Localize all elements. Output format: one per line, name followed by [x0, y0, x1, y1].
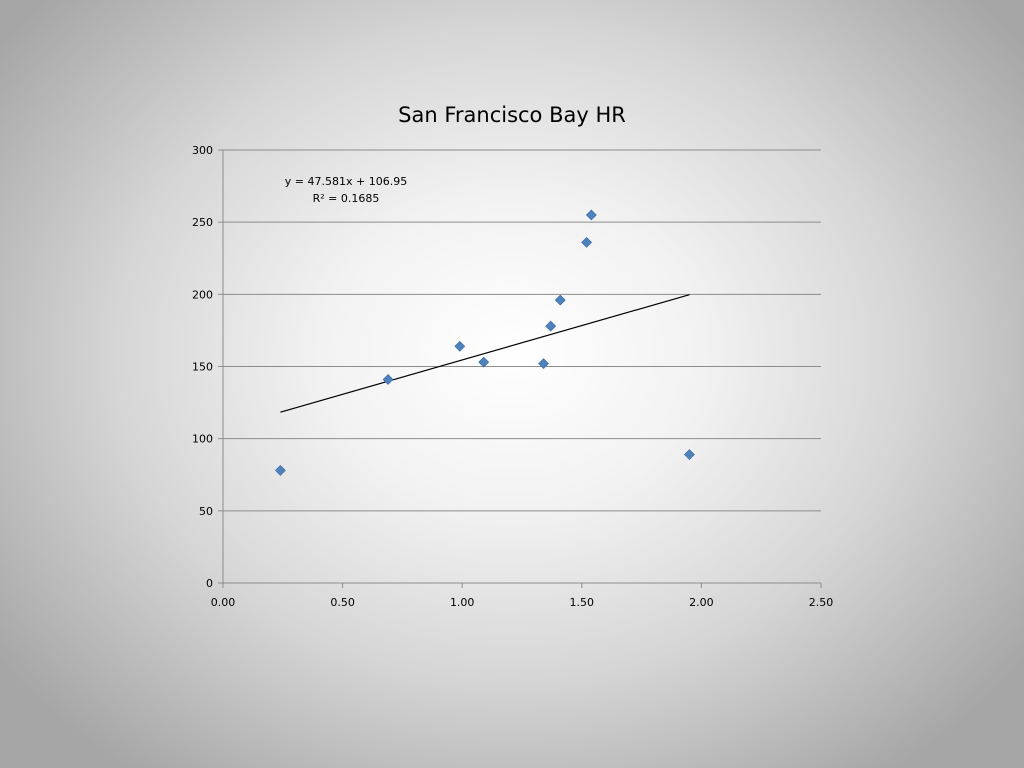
y-tick-label: 200: [192, 288, 213, 301]
data-point: [585, 209, 597, 221]
x-tick-label: 1.50: [570, 596, 595, 609]
data-point: [554, 294, 566, 306]
data-point: [581, 236, 593, 248]
x-tick-label: 1.00: [450, 596, 475, 609]
data-point: [382, 374, 394, 385]
trendline: [280, 294, 690, 413]
data-point: [454, 340, 466, 352]
chart-title: San Francisco Bay HR: [398, 103, 626, 127]
x-tick-label: 0.00: [211, 596, 236, 609]
y-tick-label: 300: [192, 144, 213, 157]
data-point: [545, 320, 557, 332]
x-tick-label: 0.50: [330, 596, 355, 609]
axes: [218, 149, 822, 588]
trendline-equation: y = 47.581x + 106.95: [285, 175, 407, 188]
trendline-r-squared: R² = 0.1685: [313, 192, 380, 205]
x-tick-label: 2.00: [689, 596, 714, 609]
y-tick-label: 50: [199, 505, 213, 518]
y-tick-label: 250: [192, 216, 213, 229]
data-point: [684, 449, 695, 460]
data-point: [538, 358, 549, 370]
trendline-group: [280, 294, 690, 413]
y-tick-label: 0: [206, 577, 213, 590]
x-tick-label: 2.50: [809, 596, 834, 609]
gridlines: [223, 149, 821, 512]
y-tick-label: 150: [192, 361, 213, 374]
y-tick-label: 100: [192, 433, 213, 446]
data-point: [274, 464, 286, 476]
tick-labels: 0 50 100 150 200 250 300 0.00 0.50 1.00 1.50 2.00 2.…: [192, 144, 833, 609]
data-points: [274, 209, 695, 476]
data-point: [478, 356, 490, 368]
